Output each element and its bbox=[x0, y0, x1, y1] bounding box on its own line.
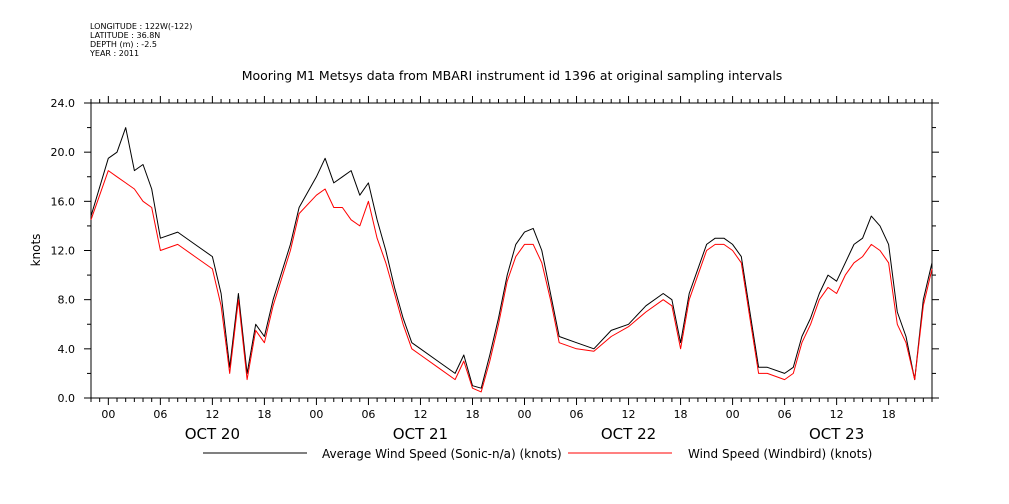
legend-label-sonic: Average Wind Speed (Sonic-n/a) (knots) bbox=[322, 447, 562, 461]
series-line-windbird bbox=[90, 170, 933, 393]
x-hour-label: 06 bbox=[570, 408, 584, 421]
axis-ticks bbox=[84, 96, 939, 405]
x-hour-label: 12 bbox=[205, 408, 219, 421]
x-hour-label: 06 bbox=[361, 408, 375, 421]
x-day-label: OCT 21 bbox=[393, 425, 448, 443]
x-day-label: OCT 22 bbox=[601, 425, 656, 443]
y-tick-label: 16.0 bbox=[51, 195, 76, 208]
x-hour-label: 00 bbox=[309, 408, 323, 421]
y-axis-label: knots bbox=[29, 234, 43, 267]
y-tick-label: 24.0 bbox=[51, 97, 76, 110]
metadata-depth: DEPTH (m) : -2.5 bbox=[90, 40, 157, 49]
x-hour-label: 06 bbox=[153, 408, 167, 421]
x-hour-label: 00 bbox=[726, 408, 740, 421]
x-hour-label: 00 bbox=[101, 408, 115, 421]
y-tick-label: 12.0 bbox=[51, 245, 76, 258]
x-hour-label: 12 bbox=[830, 408, 844, 421]
series-line-sonic bbox=[90, 127, 933, 389]
y-tick-label: 4.0 bbox=[58, 343, 76, 356]
x-hour-label: 00 bbox=[518, 408, 532, 421]
x-hour-label: 18 bbox=[257, 408, 271, 421]
metadata-block: LONGITUDE : 122W(-122) LATITUDE : 36.8N … bbox=[90, 22, 192, 58]
x-hour-label: 18 bbox=[674, 408, 688, 421]
x-hour-label: 18 bbox=[882, 408, 896, 421]
x-hour-label: 12 bbox=[413, 408, 427, 421]
x-day-label: OCT 23 bbox=[809, 425, 864, 443]
y-tick-label: 0.0 bbox=[58, 392, 76, 405]
x-hour-label: 12 bbox=[622, 408, 636, 421]
chart-title: Mooring M1 Metsys data from MBARI instru… bbox=[242, 68, 783, 83]
series-lines bbox=[90, 127, 933, 393]
y-tick-label: 20.0 bbox=[51, 146, 76, 159]
legend-label-windbird: Wind Speed (Windbird) (knots) bbox=[688, 447, 872, 461]
metadata-latitude: LATITUDE : 36.8N bbox=[90, 31, 161, 40]
axis-tick-labels: 0.0 4.0 8.0 12.0 16.0 20.0 24.0 00 06 12 18 00 06 12 1… bbox=[51, 97, 896, 443]
legend: Average Wind Speed (Sonic-n/a) (knots) Wi… bbox=[203, 447, 872, 461]
plot-frame bbox=[90, 102, 933, 399]
x-day-label: OCT 20 bbox=[185, 425, 240, 443]
y-tick-label: 8.0 bbox=[58, 294, 76, 307]
metadata-longitude: LONGITUDE : 122W(-122) bbox=[90, 22, 193, 31]
metadata-year: YEAR : 2011 bbox=[90, 49, 140, 58]
x-hour-label: 18 bbox=[465, 408, 479, 421]
x-hour-label: 06 bbox=[778, 408, 792, 421]
